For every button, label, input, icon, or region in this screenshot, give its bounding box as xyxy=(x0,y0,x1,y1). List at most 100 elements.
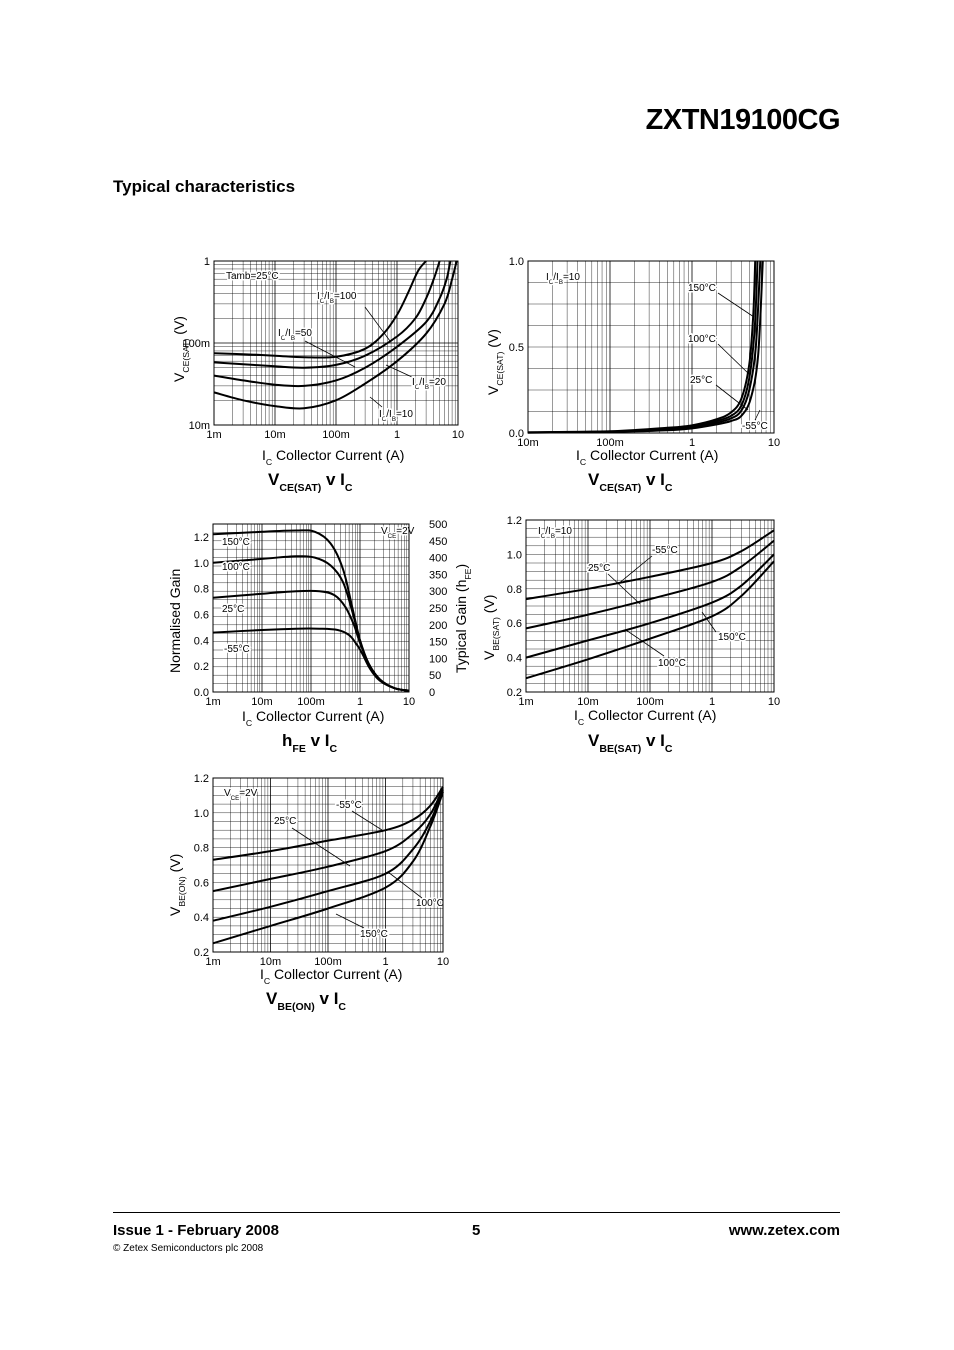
plot-annotations: IC/IB=10 150°C 100°C 25°C -55°C xyxy=(545,271,770,434)
plot-series xyxy=(525,529,775,680)
y-tick-label: 0.4 xyxy=(507,653,522,665)
series-line xyxy=(213,260,458,410)
plot-series xyxy=(213,260,458,410)
series-annotation: IC/IB=10 xyxy=(546,272,580,286)
series-line xyxy=(212,791,444,945)
y-tick-label: 0.4 xyxy=(194,912,209,924)
series-line xyxy=(525,529,775,601)
x-tick-label: 10 xyxy=(452,429,464,441)
y-tick-label: 100m xyxy=(182,338,210,350)
x-tick-label: 10 xyxy=(437,956,449,968)
x-tick-label: 100m xyxy=(596,437,624,449)
series-annotation: 25°C xyxy=(274,816,296,827)
series-line xyxy=(525,560,775,680)
plot-frame xyxy=(212,523,410,693)
leader-line xyxy=(369,396,383,408)
plot-grid xyxy=(213,778,443,952)
series-annotation: IC/IB=10 xyxy=(538,526,572,540)
series-line xyxy=(527,260,764,434)
leader-line xyxy=(387,871,423,899)
leader-line xyxy=(717,292,755,318)
x-tick-label: 10m xyxy=(264,429,285,441)
y-tick-label: 0.6 xyxy=(507,618,522,630)
chart-caption: VCE(SAT) v IC xyxy=(268,470,353,494)
series-annotation: 150°C xyxy=(718,632,746,643)
plot-grid xyxy=(214,261,458,425)
y-tick-label: 0.0 xyxy=(194,687,209,699)
series-line xyxy=(212,789,444,922)
x-tick-label: 10m xyxy=(517,437,538,449)
leader-line xyxy=(717,343,751,376)
plot-annotations: VCE=2V 150°C 100°C 25°C -55°C xyxy=(221,525,417,657)
leader-line xyxy=(385,364,413,378)
plot-annotations: Tamb=25°C IC/IB=100 IC/IB=50 IC/IB=20 IC/IB=… xyxy=(225,270,448,425)
y2-tick-label: 500 xyxy=(429,519,447,531)
y2-tick-label: 0 xyxy=(429,687,435,699)
y-axis-label: VBE(ON) (V) xyxy=(167,854,187,916)
axis-ticks: 1m 10m 100m 1 10 0.2 0.4 0.6 0.8 1.0 1.2 xyxy=(507,515,780,708)
x-tick-label: 10m xyxy=(260,956,281,968)
series-line xyxy=(212,786,444,861)
x-axis-label: IC Collector Current (A) xyxy=(242,708,384,728)
x-tick-label: 1m xyxy=(206,429,221,441)
footer-rule xyxy=(113,1212,840,1213)
series-annotation: IC/IB=10 xyxy=(379,409,413,423)
footer-issue: Issue 1 - February 2008 xyxy=(113,1222,279,1239)
x-axis-label: IC Collector Current (A) xyxy=(262,447,404,467)
y2-tick-label: 450 xyxy=(429,536,447,548)
series-annotation: 100°C xyxy=(688,334,716,345)
series-line xyxy=(213,260,452,388)
series-line xyxy=(212,787,444,893)
series-line xyxy=(527,260,762,434)
y-tick-label: 1.2 xyxy=(507,515,522,527)
y2-tick-label: 200 xyxy=(429,620,447,632)
y-tick-label: 0.8 xyxy=(507,584,522,596)
x-tick-label: 1m xyxy=(205,696,220,708)
x-axis-label: IC Collector Current (A) xyxy=(576,447,718,467)
y-tick-label: 1.0 xyxy=(507,549,522,561)
page-number: 5 xyxy=(472,1222,481,1239)
x-axis-label: IC Collector Current (A) xyxy=(574,707,716,727)
series-annotation: 25°C xyxy=(588,563,610,574)
x-tick-label: 1 xyxy=(689,437,695,449)
x-tick-label: 1 xyxy=(394,429,400,441)
series-annotation: Tamb=25°C xyxy=(226,271,279,282)
x-axis-label: IC Collector Current (A) xyxy=(260,966,402,986)
plot-annotations: VCE=2V -55°C 25°C 100°C 150°C xyxy=(223,787,446,942)
y2-tick-label: 50 xyxy=(429,670,441,682)
chart-caption: VBE(SAT) v IC xyxy=(588,731,673,755)
x-tick-label: 100m xyxy=(322,429,350,441)
plot-annotations: IC/IB=10 -55°C 25°C 150°C 100°C xyxy=(537,525,748,671)
y-tick-label: 0.8 xyxy=(194,584,209,596)
vcesat-linear-chart: 10m 100m 1 10 0.0 0.5 1.0 IC/IB=10 150°C 100°C 25… xyxy=(485,256,780,494)
x-tick-label: 10 xyxy=(768,696,780,708)
x-tick-label: 1 xyxy=(357,696,363,708)
y-tick-label: 0.4 xyxy=(194,635,209,647)
leader-line xyxy=(351,810,383,831)
series-annotation: IC/IB=100 xyxy=(317,291,357,305)
y2-tick-label: 250 xyxy=(429,603,447,615)
y2-axis-label: Typical Gain (hFE) xyxy=(453,564,473,673)
document-title: ZXTN19100CG xyxy=(645,104,841,136)
y-axis-label: VCE(SAT) (V) xyxy=(171,316,191,382)
series-annotation: -55°C xyxy=(224,644,250,655)
y2-tick-label: 300 xyxy=(429,586,447,598)
series-annotation: 150°C xyxy=(688,283,716,294)
leader-line xyxy=(304,340,356,368)
series-line xyxy=(525,539,775,630)
axis-ticks: 10m 100m 1 10 0.0 0.5 1.0 xyxy=(509,256,780,449)
y-tick-label: 10m xyxy=(189,420,210,432)
x-tick-label: 10m xyxy=(577,696,598,708)
vbeon-chart: 1m 10m 100m 1 10 0.2 0.4 0.6 0.8 1.0 1.2 VCE=2V -55… xyxy=(167,773,449,1013)
y-axis-label: VCE(SAT) (V) xyxy=(485,329,505,395)
y-tick-label: 1 xyxy=(204,256,210,268)
series-annotation: 100°C xyxy=(658,658,686,669)
series-annotation: IC/IB=50 xyxy=(278,328,312,342)
leader-line xyxy=(701,611,717,633)
y-tick-label: 0.2 xyxy=(194,661,209,673)
series-annotation: 25°C xyxy=(690,375,712,386)
x-tick-label: 100m xyxy=(297,696,325,708)
y-axis-label: Normalised Gain xyxy=(167,569,183,673)
series-annotation: -55°C xyxy=(336,800,362,811)
